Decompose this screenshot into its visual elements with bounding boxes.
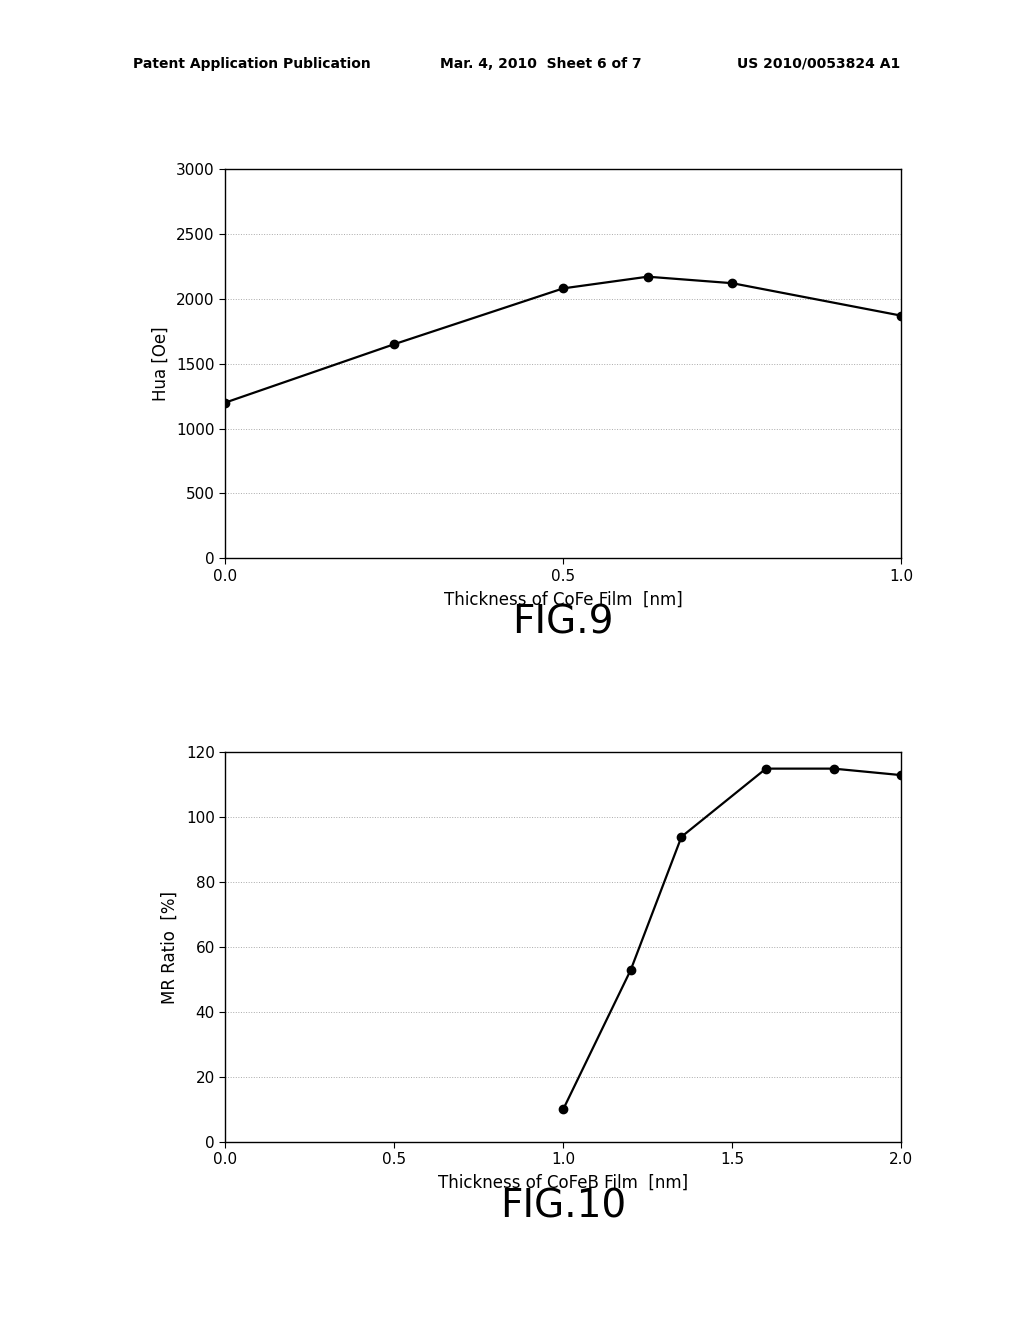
Text: Mar. 4, 2010  Sheet 6 of 7: Mar. 4, 2010 Sheet 6 of 7 — [440, 57, 642, 71]
Y-axis label: Hua [Oe]: Hua [Oe] — [152, 326, 169, 401]
Text: Patent Application Publication: Patent Application Publication — [133, 57, 371, 71]
X-axis label: Thickness of CoFe Film  [nm]: Thickness of CoFe Film [nm] — [443, 591, 683, 609]
Text: FIG.9: FIG.9 — [512, 603, 614, 642]
Text: FIG.10: FIG.10 — [500, 1188, 627, 1226]
Text: US 2010/0053824 A1: US 2010/0053824 A1 — [737, 57, 900, 71]
Y-axis label: MR Ratio  [%]: MR Ratio [%] — [161, 891, 179, 1003]
X-axis label: Thickness of CoFeB Film  [nm]: Thickness of CoFeB Film [nm] — [438, 1175, 688, 1192]
